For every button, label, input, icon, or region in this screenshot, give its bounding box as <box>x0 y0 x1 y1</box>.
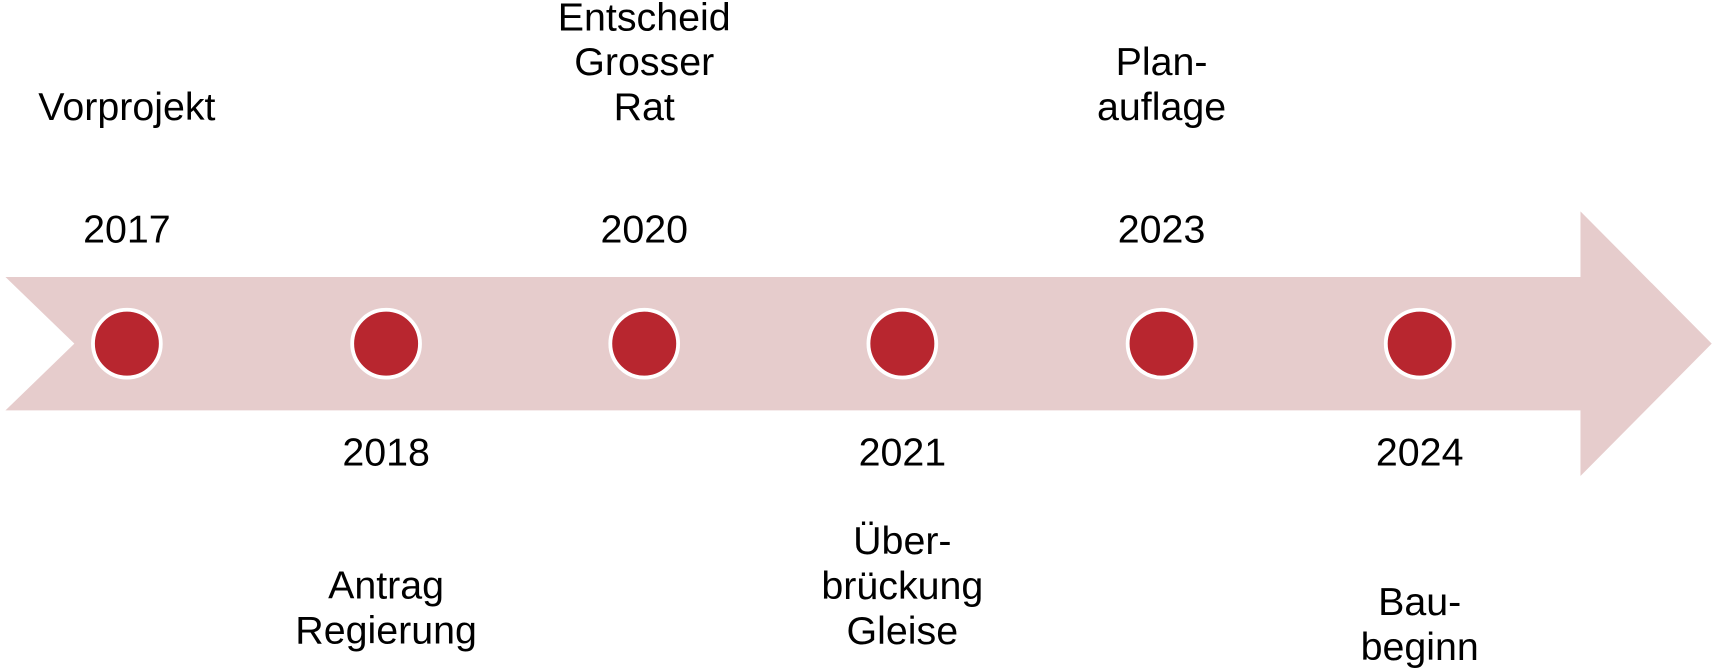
event-marker <box>91 307 163 380</box>
event-year: 2020 <box>600 208 688 252</box>
event-label: Entscheid <box>558 0 731 39</box>
event-label: Antrag <box>328 564 444 608</box>
event-label: beginn <box>1361 625 1479 669</box>
event-year: 2017 <box>83 208 171 252</box>
event-year: 2021 <box>859 431 947 475</box>
event-label: Bau- <box>1378 580 1461 624</box>
event-marker <box>866 307 939 380</box>
event-year: 2023 <box>1118 208 1206 252</box>
event-label: Vorprojekt <box>38 85 215 129</box>
event-year: 2024 <box>1376 431 1464 475</box>
event-marker <box>608 307 681 380</box>
timeline-arrow <box>5 211 1712 476</box>
event-year: 2018 <box>342 431 430 475</box>
event-label: Gleise <box>847 609 959 653</box>
event-label: Plan- <box>1116 40 1208 84</box>
event-label: Grosser <box>574 40 714 84</box>
event-marker <box>1383 307 1456 380</box>
event-label: brückung <box>821 564 983 608</box>
event-label: Über- <box>853 519 951 563</box>
event-label: Rat <box>614 85 675 129</box>
event-label: Regierung <box>295 608 477 652</box>
event-marker <box>1125 307 1198 380</box>
event-label: auflage <box>1097 85 1226 129</box>
event-marker <box>350 307 422 380</box>
